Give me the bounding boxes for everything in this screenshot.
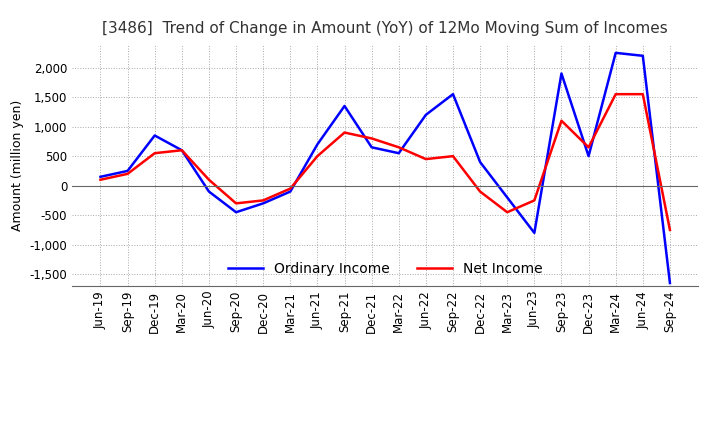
Net Income: [584, 145, 593, 150]
Ordinary Income: [395, 150, 403, 156]
Net Income: [232, 201, 240, 206]
Ordinary Income: [286, 189, 294, 194]
Net Income: [665, 227, 674, 233]
Ordinary Income: [530, 230, 539, 235]
Ordinary Income: [341, 103, 349, 109]
Net Income: [313, 154, 322, 159]
Net Income: [286, 186, 294, 191]
Ordinary Income: [313, 142, 322, 147]
Title: [3486]  Trend of Change in Amount (YoY) of 12Mo Moving Sum of Incomes: [3486] Trend of Change in Amount (YoY) o…: [102, 21, 668, 36]
Ordinary Income: [232, 209, 240, 215]
Net Income: [395, 145, 403, 150]
Net Income: [341, 130, 349, 135]
Ordinary Income: [665, 280, 674, 286]
Net Income: [123, 171, 132, 176]
Net Income: [150, 150, 159, 156]
Net Income: [530, 198, 539, 203]
Ordinary Income: [178, 147, 186, 153]
Net Income: [96, 177, 105, 183]
Line: Ordinary Income: Ordinary Income: [101, 53, 670, 283]
Ordinary Income: [367, 145, 376, 150]
Net Income: [259, 198, 268, 203]
Net Income: [449, 154, 457, 159]
Line: Net Income: Net Income: [101, 94, 670, 230]
Ordinary Income: [449, 92, 457, 97]
Net Income: [476, 189, 485, 194]
Net Income: [611, 92, 620, 97]
Net Income: [557, 118, 566, 123]
Ordinary Income: [476, 159, 485, 165]
Ordinary Income: [123, 168, 132, 173]
Net Income: [503, 209, 511, 215]
Ordinary Income: [639, 53, 647, 59]
Ordinary Income: [96, 174, 105, 180]
Y-axis label: Amount (million yen): Amount (million yen): [11, 99, 24, 231]
Net Income: [204, 177, 213, 183]
Ordinary Income: [611, 50, 620, 55]
Ordinary Income: [150, 133, 159, 138]
Net Income: [367, 136, 376, 141]
Ordinary Income: [259, 201, 268, 206]
Ordinary Income: [503, 195, 511, 200]
Net Income: [421, 157, 430, 162]
Ordinary Income: [421, 112, 430, 117]
Net Income: [639, 92, 647, 97]
Net Income: [178, 147, 186, 153]
Ordinary Income: [584, 154, 593, 159]
Ordinary Income: [204, 189, 213, 194]
Legend: Ordinary Income, Net Income: Ordinary Income, Net Income: [222, 257, 548, 282]
Ordinary Income: [557, 71, 566, 76]
